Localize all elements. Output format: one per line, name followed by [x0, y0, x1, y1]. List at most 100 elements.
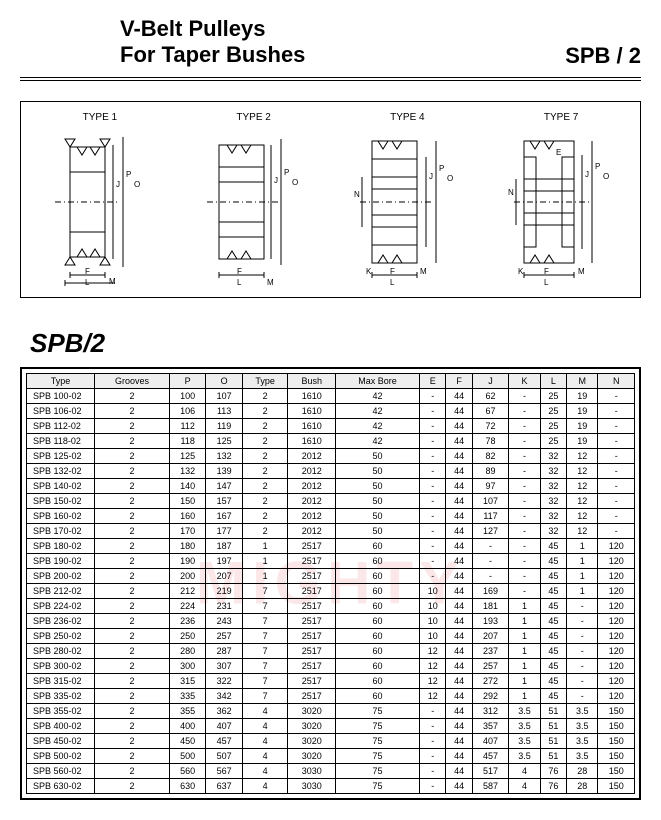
table-cell: 50	[336, 463, 420, 478]
svg-text:M: M	[420, 267, 427, 276]
svg-text:P: P	[595, 162, 600, 171]
table-row: SPB 100-0221001072161042-4462-2519-	[27, 388, 635, 403]
table-cell: 25	[540, 388, 566, 403]
table-cell: 1	[567, 553, 598, 568]
table-cell: 2	[95, 718, 170, 733]
table-cell: SPB 190-02	[27, 553, 95, 568]
table-cell: SPB 140-02	[27, 478, 95, 493]
table-cell: 2	[242, 448, 288, 463]
table-cell: 44	[446, 583, 472, 598]
table-col-header: K	[509, 373, 540, 388]
table-cell: -	[598, 418, 635, 433]
table-cell: -	[420, 478, 446, 493]
table-cell: -	[509, 448, 540, 463]
table-cell: 50	[336, 508, 420, 523]
table-cell: -	[420, 748, 446, 763]
table-cell: 2	[242, 388, 288, 403]
table-cell: 45	[540, 673, 566, 688]
table-cell: 1	[509, 643, 540, 658]
table-cell: 19	[567, 433, 598, 448]
table-cell: SPB 400-02	[27, 718, 95, 733]
table-cell: 125	[206, 433, 242, 448]
svg-text:O: O	[603, 172, 609, 181]
table-cell: SPB 250-02	[27, 628, 95, 643]
svg-text:N: N	[508, 188, 514, 197]
table-cell: 42	[336, 418, 420, 433]
svg-text:J: J	[274, 176, 278, 185]
table-cell: -	[509, 388, 540, 403]
table-cell: 150	[598, 703, 635, 718]
table-cell: 25	[540, 433, 566, 448]
table-cell: 4	[242, 748, 288, 763]
table-cell: 32	[540, 523, 566, 538]
table-cell: 12	[567, 493, 598, 508]
table-cell: 12	[567, 523, 598, 538]
diagram-panel: TYPE 1 J P O	[20, 101, 641, 298]
table-cell: 2	[95, 478, 170, 493]
table-cell: 120	[598, 658, 635, 673]
table-cell: 76	[540, 763, 566, 778]
table-cell: 2517	[288, 583, 336, 598]
svg-text:L: L	[544, 278, 549, 287]
table-cell: SPB 180-02	[27, 538, 95, 553]
table-cell: 2	[95, 628, 170, 643]
table-cell: 7	[242, 628, 288, 643]
table-row: SPB 250-02225025772517601044207145-120	[27, 628, 635, 643]
table-col-header: Grooves	[95, 373, 170, 388]
table-cell: 120	[598, 538, 635, 553]
table-row: SPB 236-02223624372517601044193145-120	[27, 613, 635, 628]
table-cell: 2	[95, 613, 170, 628]
svg-text:M: M	[109, 277, 116, 286]
svg-text:J: J	[585, 170, 589, 179]
section-title: SPB/2	[30, 328, 641, 359]
table-cell: -	[420, 403, 446, 418]
svg-text:F: F	[544, 267, 549, 276]
table-row: SPB 125-0221251322201250-4482-3212-	[27, 448, 635, 463]
table-cell: 517	[472, 763, 508, 778]
table-cell: 257	[206, 628, 242, 643]
table-row: SPB 355-0223553624302075-443123.5513.515…	[27, 703, 635, 718]
table-cell: 7	[242, 613, 288, 628]
table-cell: -	[420, 463, 446, 478]
table-cell: 12	[567, 448, 598, 463]
table-cell: 51	[540, 748, 566, 763]
page-header: V-Belt Pulleys For Taper Bushes SPB / 2	[20, 0, 641, 81]
svg-text:M: M	[267, 278, 274, 287]
table-cell: 2	[242, 493, 288, 508]
table-cell: 45	[540, 583, 566, 598]
table-cell: 140	[169, 478, 205, 493]
table-cell: SPB 335-02	[27, 688, 95, 703]
table-cell: 1610	[288, 418, 336, 433]
table-cell: 45	[540, 688, 566, 703]
table-cell: SPB 132-02	[27, 463, 95, 478]
table-cell: 450	[169, 733, 205, 748]
table-cell: 60	[336, 568, 420, 583]
table-row: SPB 140-0221401472201250-4497-3212-	[27, 478, 635, 493]
table-cell: -	[509, 583, 540, 598]
table-cell: 1	[242, 568, 288, 583]
table-cell: 60	[336, 643, 420, 658]
table-cell: 2	[95, 598, 170, 613]
table-cell: -	[598, 388, 635, 403]
table-cell: 457	[206, 733, 242, 748]
table-cell: 2517	[288, 598, 336, 613]
table-cell: 292	[472, 688, 508, 703]
svg-text:O: O	[134, 180, 140, 189]
table-cell: 12	[420, 673, 446, 688]
table-cell: -	[598, 463, 635, 478]
table-cell: -	[420, 703, 446, 718]
table-col-header: O	[206, 373, 242, 388]
table-col-header: Max Bore	[336, 373, 420, 388]
table-cell: 60	[336, 598, 420, 613]
table-cell: 3.5	[567, 718, 598, 733]
table-cell: 177	[206, 523, 242, 538]
table-cell: -	[509, 433, 540, 448]
table-cell: 2012	[288, 523, 336, 538]
table-cell: 160	[169, 508, 205, 523]
table-cell: -	[472, 568, 508, 583]
table-cell: 7	[242, 658, 288, 673]
table-cell: -	[509, 538, 540, 553]
table-cell: 4	[509, 763, 540, 778]
table-cell: -	[420, 553, 446, 568]
table-cell: 2012	[288, 478, 336, 493]
